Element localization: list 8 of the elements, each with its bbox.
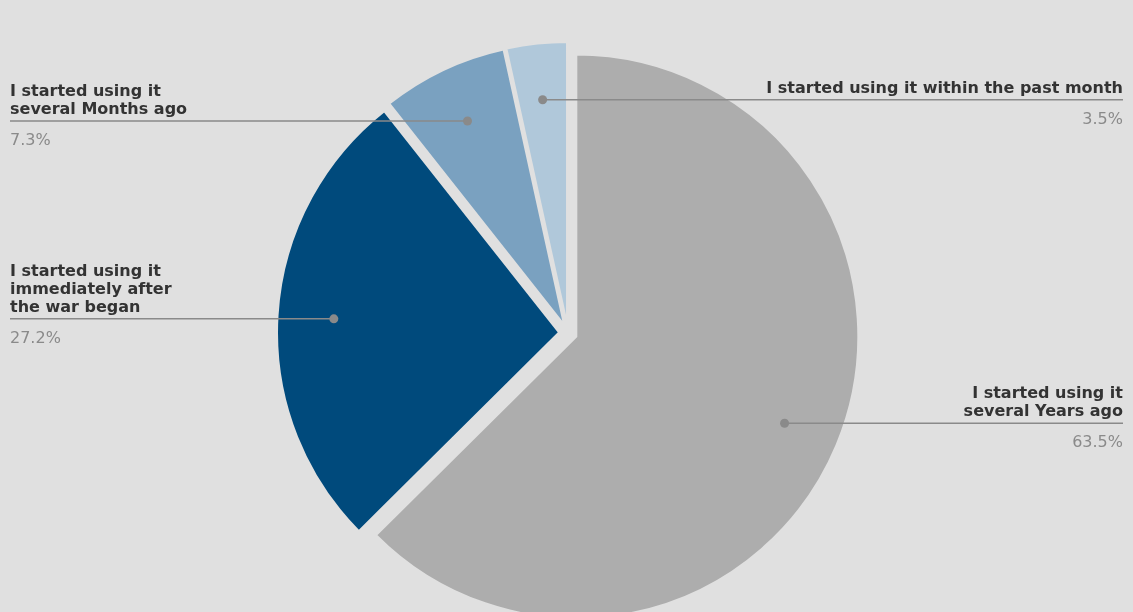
slice-label: I started using it several Months ago	[10, 81, 188, 119]
data-label: 63.5%	[1072, 432, 1123, 452]
slice-label: I started using it several Years ago	[963, 383, 1124, 421]
data-label: 7.3%	[10, 130, 51, 150]
data-label: 27.2%	[10, 327, 61, 347]
slice-label: I started using it within the past month	[766, 77, 1123, 97]
data-label: 3.5%	[1082, 108, 1123, 128]
slice-label: I started using it immediately after the war began	[10, 260, 172, 316]
